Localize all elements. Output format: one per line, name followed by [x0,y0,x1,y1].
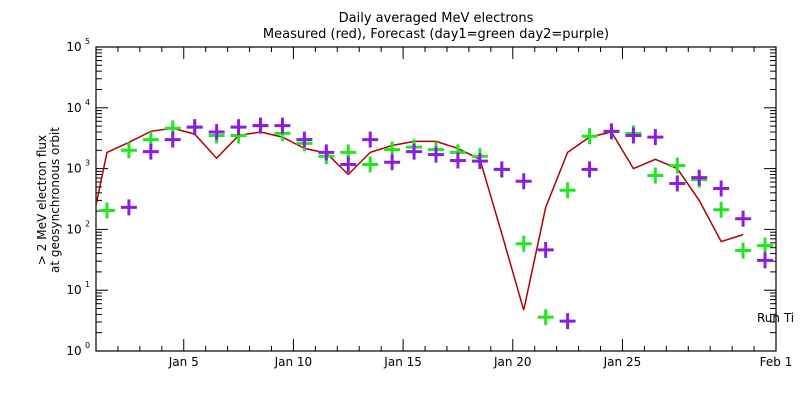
forecast-day1-marker [537,309,554,326]
forecast-day1-marker [757,237,774,254]
forecast-day1-marker [669,157,686,174]
y-axis-label-line2: at geosynchronous orbit [48,127,62,273]
axis-ticks [96,47,776,352]
plot-frame [95,46,777,352]
y-tick-label: 10 [66,162,81,176]
forecast-day2-marker [164,131,181,148]
x-tick-label: Feb 1 [760,355,793,369]
forecast-day2-marker [735,210,752,227]
forecast-day2-marker [493,161,510,178]
forecast-day1-marker [120,142,137,159]
y-axis-label: > 2 MeV electron flux at geosynchronous … [35,127,62,273]
y-tick-label-exponent: 5 [85,37,90,46]
forecast-day2-marker [340,156,357,173]
axis-tick-labels: Jan 5 Jan 10 Jan 15 Jan 20 Jan 25 Feb 1 10 0 10 1… [66,37,792,369]
chart-subtitle: Measured (red), Forecast (day1=green day… [263,27,609,42]
measured-series [95,127,744,311]
forecast-day2-marker [208,123,225,140]
forecast-day2-marker [559,313,576,330]
forecast-day2-marker [537,241,554,258]
run-time-annotation: Run Ti [757,311,794,325]
forecast-day2-marker [515,173,532,190]
x-tick-label: Jan 25 [603,355,642,369]
y-tick-label-exponent: 2 [85,219,90,228]
forecast-day2-marker [120,199,137,216]
forecast-day2-marker [449,152,466,169]
y-tick-label: 10 [66,101,81,115]
y-tick-label: 10 [66,283,81,297]
forecast-day2-marker [603,123,620,140]
x-tick-label: Jan 10 [274,355,313,369]
forecast-day2-marker [362,131,379,148]
y-tick-label: 10 [66,40,81,54]
y-axis-label-line1: > 2 MeV electron flux [35,135,49,265]
y-tick-label-exponent: 4 [85,98,90,107]
y-tick-label: 10 [66,344,81,358]
forecast-day1-marker [581,128,598,145]
y-tick-label-exponent: 3 [85,159,90,168]
forecast-day1-marker [559,182,576,199]
forecast-day2-marker [713,180,730,197]
y-tick-label-exponent: 1 [85,280,90,289]
forecast-day2-marker [296,131,313,148]
measured-line [95,127,744,311]
forecast-day1-marker [98,202,115,219]
forecast-day2-series [120,117,774,330]
forecast-day2-marker [230,119,247,136]
forecast-day2-marker [252,117,269,134]
forecast-day1-marker [515,235,532,252]
forecast-day2-marker [581,161,598,178]
x-tick-label: Jan 5 [168,355,199,369]
y-tick-label: 10 [66,222,81,236]
forecast-day2-marker [142,143,159,160]
forecast-day2-marker [428,146,444,163]
forecast-day2-marker [757,252,774,269]
chart-title: Daily averaged MeV electrons [339,11,534,26]
x-tick-label: Jan 15 [383,355,422,369]
forecast-day2-marker [691,169,708,186]
forecast-day2-marker [384,154,401,171]
forecast-day2-marker [647,129,664,146]
axes [95,46,777,352]
forecast-day2-marker [318,144,335,161]
forecast-day1-marker [713,201,730,218]
forecast-day2-marker [186,119,203,136]
forecast-day2-marker [471,153,488,170]
x-tick-label: Jan 20 [493,355,532,369]
forecast-day2-marker [406,143,423,160]
forecast-day1-marker [647,167,664,184]
y-tick-label-exponent: 0 [85,341,90,350]
forecast-day1-marker [362,156,379,173]
forecast-day1-marker [735,242,752,259]
forecast-day2-marker [669,175,686,192]
forecast-day2-marker [274,117,291,134]
forecast-day2-marker [625,127,642,144]
